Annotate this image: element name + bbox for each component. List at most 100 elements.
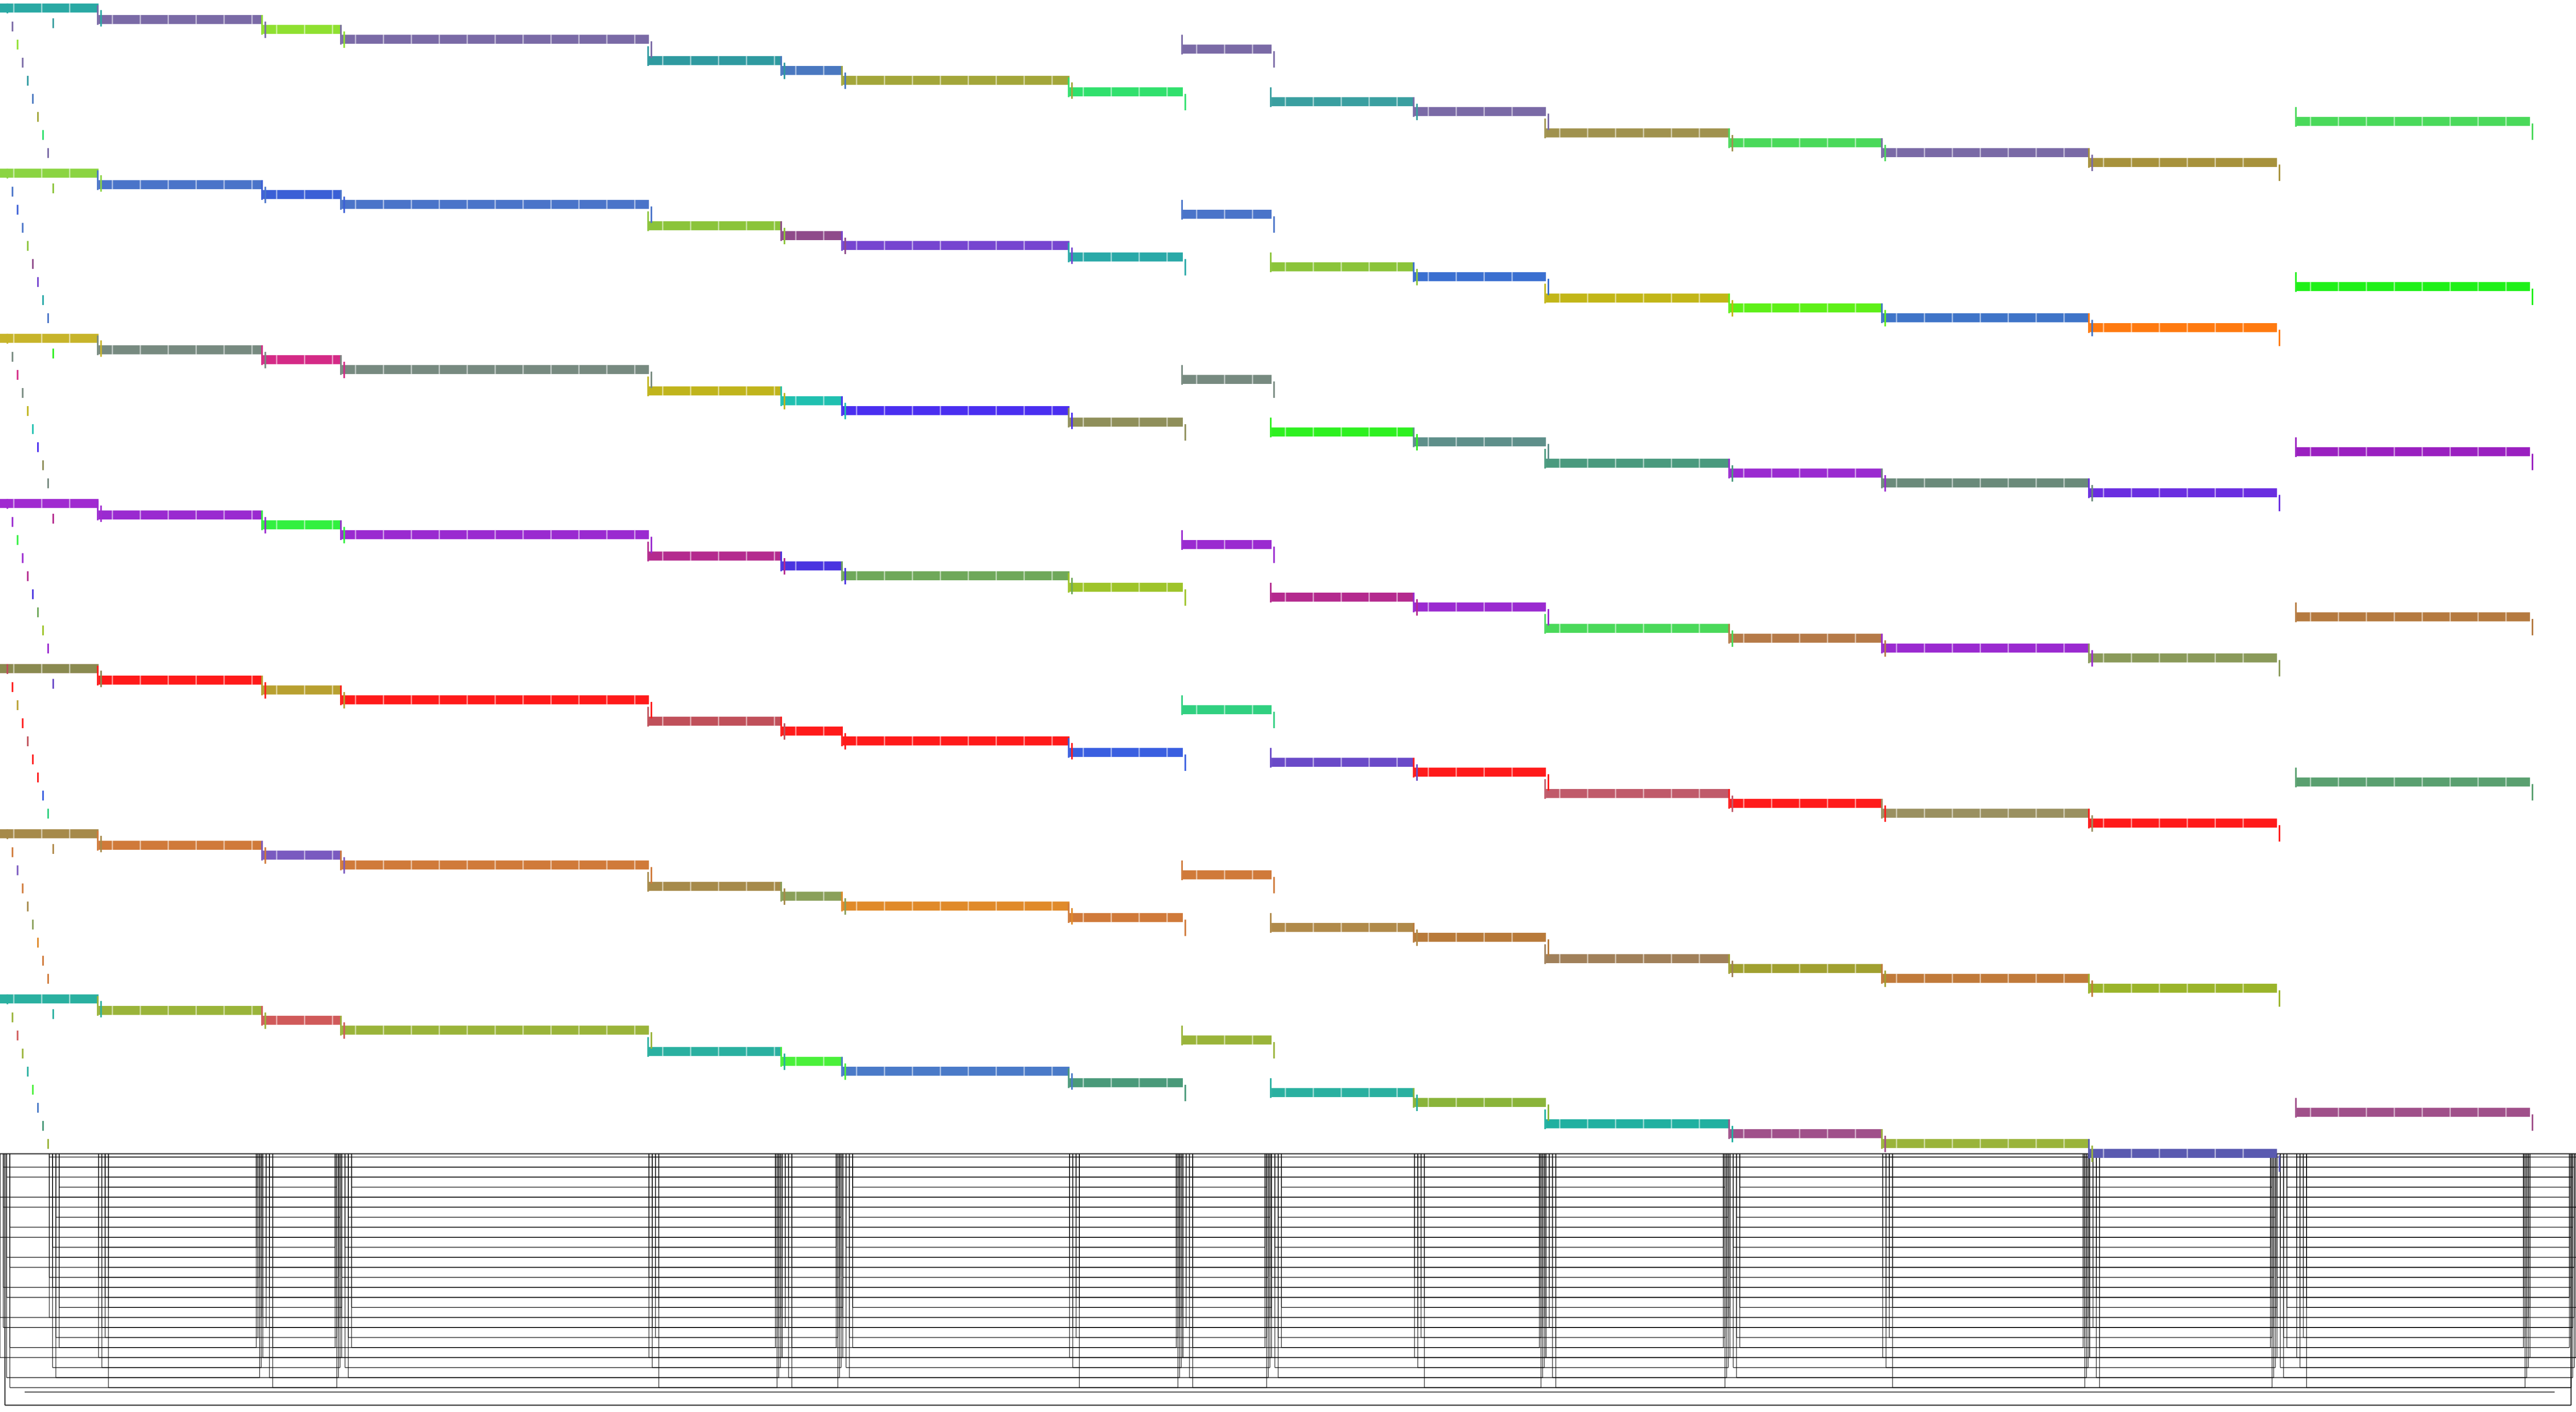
span-gap (1855, 468, 1856, 478)
span-gap (884, 241, 886, 250)
span-gap (2337, 777, 2340, 787)
span-gap (466, 199, 468, 209)
span-bar (782, 892, 843, 901)
span-gap (939, 901, 941, 911)
span-gap (1511, 107, 1513, 116)
span-bar (782, 1056, 843, 1066)
span-tick (1071, 578, 1073, 595)
span-gap (111, 15, 113, 24)
span-gap (823, 396, 825, 406)
span-tick (780, 551, 782, 571)
span-bar (1272, 1088, 1415, 1097)
span-tick (841, 892, 843, 912)
span-gap (1082, 87, 1084, 96)
span-gap (578, 530, 580, 540)
span-gap (823, 726, 825, 736)
span-gap (1895, 148, 1897, 157)
span-gap (41, 3, 43, 13)
span-gap (354, 365, 357, 374)
span-gap (911, 241, 913, 250)
span-gap (1483, 602, 1485, 612)
span-gap (1341, 97, 1342, 107)
mini-tick (47, 1139, 49, 1149)
span-gap (2421, 777, 2423, 787)
mini-tick (16, 535, 19, 545)
span-gap (2063, 478, 2065, 488)
span-bar (263, 850, 342, 860)
span-gap (1699, 459, 1700, 468)
span-gap (41, 829, 43, 838)
span-tick (784, 888, 786, 905)
span-tick (1071, 743, 1073, 760)
mini-tick (16, 865, 19, 876)
span-bar (98, 345, 263, 355)
span-gap (411, 695, 412, 704)
span-gap (634, 530, 636, 540)
span-gap (1396, 97, 1398, 107)
span-tick (97, 335, 99, 356)
span-tick (1416, 104, 1418, 121)
span-gap (1455, 767, 1457, 777)
span-gap (1924, 148, 1925, 157)
span-gap (939, 571, 941, 581)
span-bar (1546, 954, 1730, 964)
span-bar (1414, 602, 1546, 612)
span-tick (841, 396, 843, 416)
span-gap (1428, 767, 1429, 777)
span-gap (438, 199, 440, 209)
span-bar (263, 25, 342, 34)
span-gap (634, 860, 636, 870)
span-gap (1483, 933, 1485, 942)
span-gap (1979, 643, 1981, 653)
span-gap (1771, 303, 1773, 313)
span-gap (1166, 87, 1168, 96)
span-bar (1272, 97, 1415, 107)
mini-tick (32, 589, 34, 599)
span-gap (1224, 375, 1226, 384)
span-bar (782, 561, 843, 570)
span-gap (13, 499, 15, 508)
span-bar (1883, 973, 2090, 983)
span-gap (1743, 303, 1744, 313)
span-gap (884, 1066, 886, 1076)
span-gap (1368, 922, 1370, 932)
span-tick (1884, 310, 1886, 327)
span-gap (41, 499, 43, 508)
span-gap (690, 882, 691, 891)
span-gap (140, 1005, 141, 1015)
span-tick (1273, 877, 1275, 894)
span-gap (1924, 478, 1925, 488)
span-tick (343, 692, 345, 709)
span-gap (2505, 612, 2507, 621)
span-bar (842, 1066, 1070, 1076)
span-gap (718, 56, 720, 65)
mini-tick (42, 955, 44, 966)
span-gap (1224, 705, 1226, 714)
span-gap (332, 25, 333, 34)
span-tick (780, 56, 782, 76)
span-gap (1368, 262, 1370, 272)
span-bar (1182, 209, 1272, 219)
span-gap (884, 571, 886, 581)
span-bar (1182, 44, 1272, 54)
span-gap (1082, 913, 1084, 922)
span-tick (1067, 903, 1070, 923)
span-tick (1184, 1085, 1187, 1101)
mini-tick (42, 1121, 44, 1131)
span-gap (1895, 643, 1897, 653)
span-gap (1196, 375, 1197, 384)
span-gap (2103, 323, 2105, 332)
span-tick (2091, 320, 2093, 337)
span-tick (2295, 272, 2297, 292)
span-gap (1699, 1119, 1700, 1129)
span-tick (100, 340, 102, 357)
span-tick (1067, 77, 1070, 97)
mini-tick (16, 700, 19, 710)
span-tick (1547, 939, 1550, 956)
span-gap (911, 901, 913, 911)
span-gap (140, 180, 141, 190)
span-gap (795, 396, 796, 406)
span-bar (98, 1005, 263, 1015)
span-gap (795, 892, 796, 901)
span-tick (844, 568, 846, 585)
